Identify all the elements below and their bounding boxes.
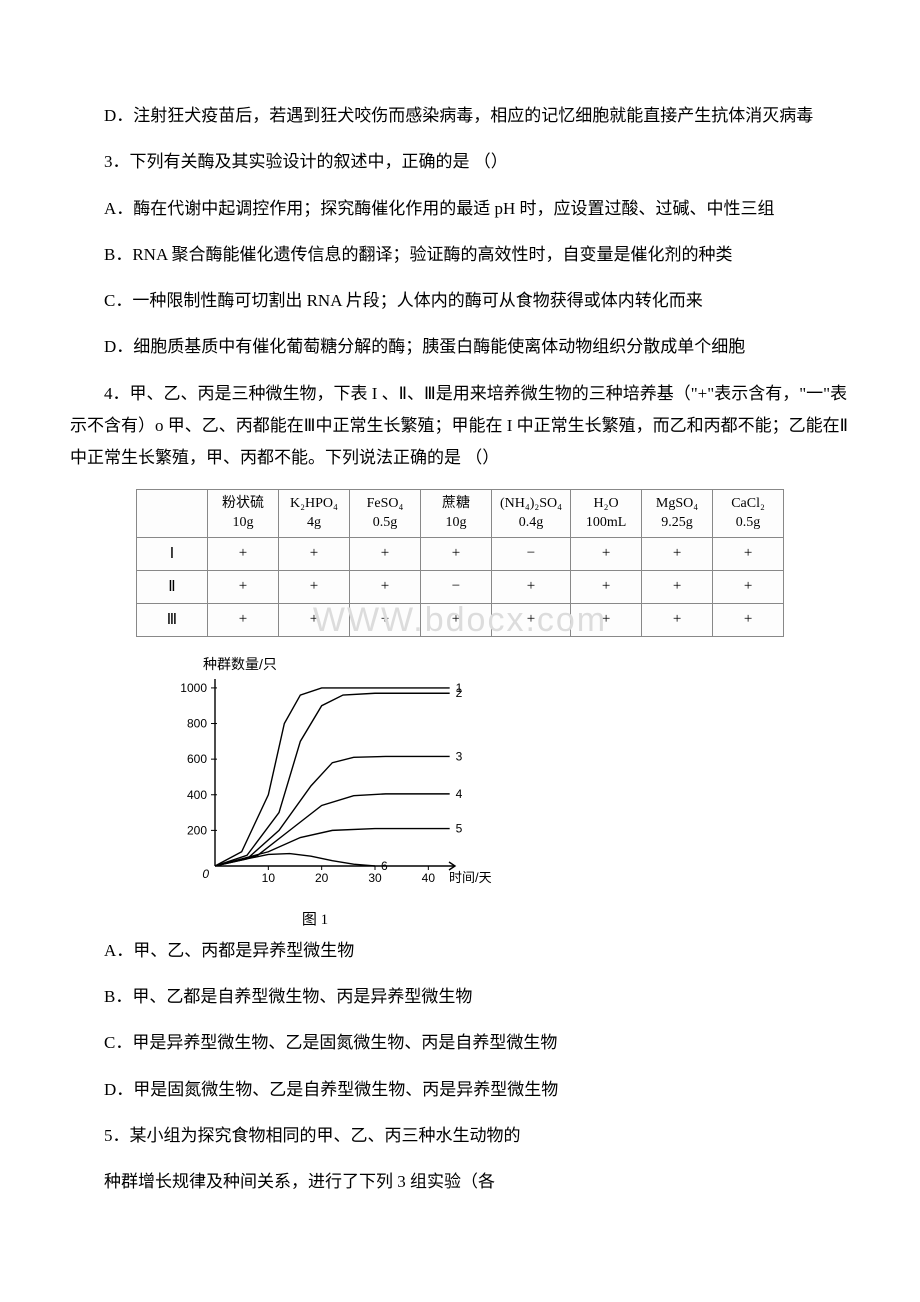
svg-text:200: 200 xyxy=(187,823,207,837)
table-cell: − xyxy=(420,570,491,603)
table-row: Ⅲ + + + + + + + + xyxy=(136,603,783,636)
svg-text:40: 40 xyxy=(422,871,436,885)
option-b-q3: B．RNA 聚合酶能催化遗传信息的翻译；验证酶的高效性时，自变量是催化剂的种类 xyxy=(70,239,850,271)
table-cell: + xyxy=(713,537,784,570)
svg-text:3: 3 xyxy=(456,749,463,763)
option-d-q3: D．细胞质基质中有催化葡萄糖分解的酶；胰蛋白酶能使离体动物组织分散成单个细胞 xyxy=(70,331,850,363)
table-cell: + xyxy=(491,570,570,603)
question-5-line2: 种群增长规律及种间关系，进行了下列 3 组实验（各 xyxy=(70,1166,850,1198)
table-cell: + xyxy=(420,603,491,636)
svg-text:4: 4 xyxy=(456,787,463,801)
option-b-q4: B．甲、乙都是自养型微生物、丙是异养型微生物 xyxy=(70,981,850,1013)
row-label: Ⅱ xyxy=(136,570,207,603)
population-chart: 种群数量/只2004006008001000102030400时间/天12345… xyxy=(160,651,850,929)
svg-text:10: 10 xyxy=(262,871,276,885)
option-d-q4: D．甲是固氮微生物、乙是自养型微生物、丙是异养型微生物 xyxy=(70,1074,850,1106)
table-header: H₂O100mL xyxy=(571,489,642,537)
row-label: Ⅲ xyxy=(136,603,207,636)
table-cell: + xyxy=(349,537,420,570)
table-row: Ⅱ + + + − + + + + xyxy=(136,570,783,603)
table-cell: + xyxy=(713,603,784,636)
option-c-q3: C．一种限制性酶可切割出 RNA 片段；人体内的酶可从食物获得或体内转化而来 xyxy=(70,285,850,317)
table-cell: + xyxy=(278,570,349,603)
chart-svg: 种群数量/只2004006008001000102030400时间/天12345… xyxy=(160,651,500,901)
table-cell: + xyxy=(642,537,713,570)
svg-text:6: 6 xyxy=(381,859,388,873)
option-c-q4: C．甲是异养型微生物、乙是固氮微生物、丙是自养型微生物 xyxy=(70,1027,850,1059)
svg-text:600: 600 xyxy=(187,752,207,766)
svg-text:1000: 1000 xyxy=(180,681,207,695)
table-cell: + xyxy=(349,570,420,603)
svg-text:800: 800 xyxy=(187,716,207,730)
option-d-q2: D．注射狂犬疫苗后，若遇到狂犬咬伤而感染病毒，相应的记忆细胞就能直接产生抗体消灭… xyxy=(70,100,850,132)
table-cell: + xyxy=(571,537,642,570)
row-label: Ⅰ xyxy=(136,537,207,570)
chart-caption: 图 1 xyxy=(160,908,470,929)
document-page: D．注射狂犬疫苗后，若遇到狂犬咬伤而感染病毒，相应的记忆细胞就能直接产生抗体消灭… xyxy=(0,0,920,1273)
svg-text:20: 20 xyxy=(315,871,329,885)
question-3: 3．下列有关酶及其实验设计的叙述中，正确的是 （） xyxy=(70,146,850,178)
question-4: 4．甲、乙、丙是三种微生物，下表 I 、Ⅱ、Ⅲ是用来培养微生物的三种培养基（"+… xyxy=(70,378,850,475)
table-cell: + xyxy=(642,570,713,603)
table-header: (NH₄)₂SO₄0.4g xyxy=(491,489,570,537)
svg-text:2: 2 xyxy=(456,686,463,700)
svg-text:种群数量/只: 种群数量/只 xyxy=(203,656,277,672)
option-a-q3: A．酶在代谢中起调控作用；探究酶催化作用的最适 pH 时，应设置过酸、过碱、中性… xyxy=(70,193,850,225)
svg-text:400: 400 xyxy=(187,788,207,802)
table-cell: + xyxy=(278,603,349,636)
question-5-line1: 5．某小组为探究食物相同的甲、乙、丙三种水生动物的 xyxy=(70,1120,850,1152)
media-table-wrap: 粉状硫10g K₂HPO₄4g FeSO₄0.5g 蔗糖10g (NH₄)₂SO… xyxy=(70,489,850,637)
table-cell: + xyxy=(642,603,713,636)
table-cell: + xyxy=(571,570,642,603)
table-cell: + xyxy=(349,603,420,636)
media-table: 粉状硫10g K₂HPO₄4g FeSO₄0.5g 蔗糖10g (NH₄)₂SO… xyxy=(136,489,784,637)
table-cell: + xyxy=(713,570,784,603)
table-cell: + xyxy=(278,537,349,570)
option-a-q4: A．甲、乙、丙都是异养型微生物 xyxy=(70,935,850,967)
table-cell: + xyxy=(207,537,278,570)
table-cell: + xyxy=(491,603,570,636)
table-header: CaCl₂0.5g xyxy=(713,489,784,537)
table-header: 蔗糖10g xyxy=(420,489,491,537)
svg-text:30: 30 xyxy=(368,871,382,885)
svg-text:5: 5 xyxy=(456,821,463,835)
svg-text:0: 0 xyxy=(202,867,209,881)
table-cell: − xyxy=(491,537,570,570)
table-header-row: 粉状硫10g K₂HPO₄4g FeSO₄0.5g 蔗糖10g (NH₄)₂SO… xyxy=(136,489,783,537)
table-row: Ⅰ + + + + − + + + xyxy=(136,537,783,570)
table-corner xyxy=(136,489,207,537)
table-cell: + xyxy=(207,570,278,603)
table-cell: + xyxy=(420,537,491,570)
table-header: 粉状硫10g xyxy=(207,489,278,537)
svg-text:时间/天: 时间/天 xyxy=(449,870,492,885)
table-cell: + xyxy=(207,603,278,636)
table-header: K₂HPO₄4g xyxy=(278,489,349,537)
table-header: FeSO₄0.5g xyxy=(349,489,420,537)
table-cell: + xyxy=(571,603,642,636)
table-header: MgSO₄9.25g xyxy=(642,489,713,537)
